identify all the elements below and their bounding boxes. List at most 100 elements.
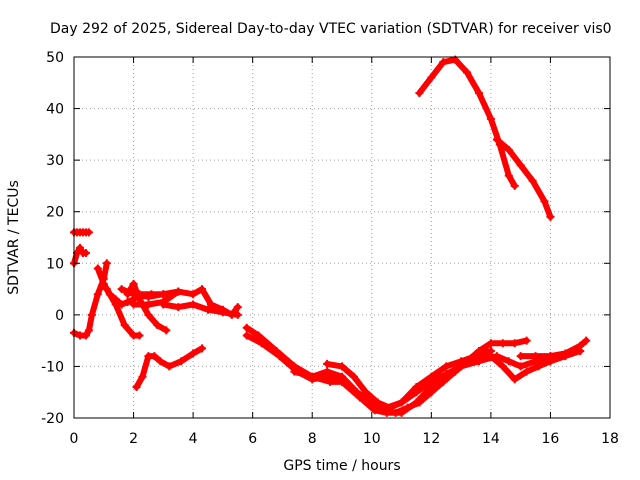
data-point: [472, 352, 480, 361]
data-point: [504, 145, 513, 154]
data-point: [504, 171, 513, 180]
data-point: [474, 89, 483, 98]
data-point: [75, 243, 84, 252]
x-tick-label: 0: [70, 431, 79, 447]
data-point: [510, 339, 519, 348]
data-point: [323, 367, 332, 376]
x-tick-label: 16: [542, 431, 560, 447]
y-tick-label: -20: [41, 411, 64, 427]
data-point: [308, 372, 317, 381]
data-point: [352, 388, 361, 397]
data-point: [492, 135, 501, 144]
series-sat-n: [323, 346, 495, 412]
data-point: [87, 310, 96, 319]
data-point: [123, 297, 132, 306]
data-point: [254, 331, 263, 340]
series-sat-b: [70, 228, 93, 237]
y-tick-label: 20: [46, 205, 64, 221]
data-point: [463, 68, 472, 77]
y-tick-label: 50: [46, 50, 64, 66]
data-point: [397, 408, 406, 417]
data-point: [528, 176, 537, 185]
data-point: [415, 89, 424, 98]
x-axis: 0 2 4 6 8 10 12 14 16 18: [70, 57, 619, 447]
data-point: [412, 398, 421, 407]
series-sat-k: [242, 323, 531, 417]
data-point: [198, 285, 207, 294]
data-point: [189, 300, 198, 309]
data-point: [540, 197, 549, 206]
series-line: [243, 324, 530, 416]
data-point: [290, 367, 299, 376]
data-point: [522, 336, 531, 345]
data-point: [99, 279, 108, 288]
series-sat-j: [159, 300, 242, 319]
y-axis-label: SDTVAR / TECUs: [6, 180, 22, 295]
data-point: [111, 300, 120, 309]
data-point: [576, 341, 585, 350]
data-point: [516, 352, 525, 361]
y-axis: -20 -10 0 10 20 30 40 50: [41, 50, 610, 427]
data-point: [81, 248, 90, 257]
data-point: [93, 264, 102, 273]
data-point: [486, 346, 495, 355]
data-point: [439, 58, 448, 67]
series-line: [416, 56, 518, 189]
data-point: [242, 323, 251, 332]
x-tick-label: 8: [308, 431, 317, 447]
series-sat-o: [516, 336, 591, 361]
x-axis-label: GPS time / hours: [283, 458, 400, 474]
data-point: [457, 357, 466, 366]
plot-frame: [73, 56, 611, 419]
data-point: [257, 339, 266, 348]
data-point: [516, 362, 525, 371]
data-point: [397, 398, 406, 407]
x-tick-label: 14: [482, 431, 500, 447]
x-tick-label: 12: [422, 431, 440, 447]
data-point: [102, 285, 111, 294]
x-tick-label: 2: [129, 431, 138, 447]
data-point: [198, 344, 207, 353]
x-tick-label: 4: [189, 431, 198, 447]
series-line: [493, 136, 554, 220]
data-point: [189, 290, 198, 299]
data-point: [129, 279, 138, 288]
data-point: [582, 336, 591, 345]
data-point: [129, 290, 138, 299]
data-point: [516, 161, 525, 170]
data-point: [162, 326, 171, 335]
data-point: [165, 362, 174, 371]
data-point: [144, 300, 153, 309]
data-point: [159, 300, 168, 309]
data-point: [349, 372, 358, 381]
data-point: [486, 339, 495, 348]
x-tick-label: 18: [601, 431, 619, 447]
data-point: [132, 383, 141, 392]
data-point: [93, 290, 102, 299]
data-point: [510, 375, 519, 384]
data-point: [498, 339, 507, 348]
data-point: [117, 285, 126, 294]
data-point: [504, 357, 513, 366]
data-point: [156, 357, 165, 366]
data-point: [174, 303, 183, 312]
data-point: [373, 398, 382, 407]
y-tick-label: -10: [41, 359, 64, 375]
y-tick-label: 40: [46, 102, 64, 118]
data-point: [361, 388, 370, 397]
x-tick-label: 6: [248, 431, 257, 447]
series-sat-e: [102, 285, 144, 340]
data-point: [129, 300, 138, 309]
data-point: [174, 287, 183, 296]
data-point: [159, 290, 168, 299]
grid: [74, 57, 610, 418]
data-point: [442, 370, 451, 379]
x-tick-label: 10: [363, 431, 381, 447]
chart-title: Day 292 of 2025, Sidereal Day-to-day VTE…: [50, 21, 612, 37]
data-point: [385, 403, 394, 412]
data-point: [370, 406, 379, 415]
data-point: [144, 310, 153, 319]
series-sat-g: [117, 285, 183, 301]
data-point: [498, 362, 507, 371]
